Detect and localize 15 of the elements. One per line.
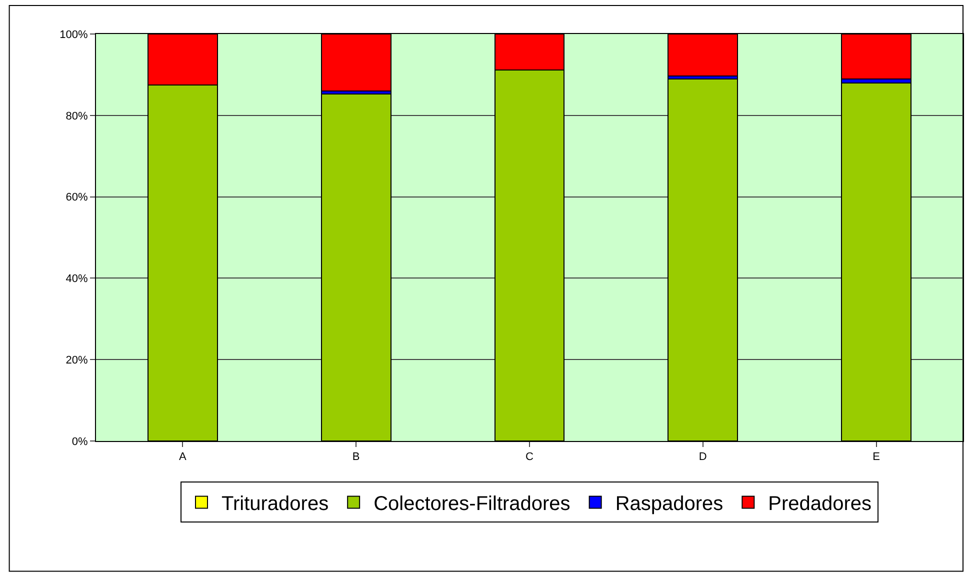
y-tick-label: 80% bbox=[66, 110, 88, 122]
legend-label: Predadores bbox=[768, 493, 872, 515]
y-tick-label: 40% bbox=[66, 273, 88, 286]
x-tick-label: A bbox=[179, 451, 188, 464]
legend-label: Colectores-Filtradores bbox=[374, 493, 570, 515]
x-tick-label: C bbox=[526, 451, 534, 464]
legend-label: Raspadores bbox=[615, 493, 724, 515]
x-tick-label: E bbox=[872, 451, 880, 464]
y-tick-label: 100% bbox=[60, 28, 88, 41]
y-tick-label: 20% bbox=[66, 354, 88, 366]
y-tick-label: 60% bbox=[66, 192, 88, 204]
y-tick-label: 0% bbox=[72, 436, 88, 448]
x-tick-label: B bbox=[352, 451, 360, 464]
legend-label: Trituradores bbox=[222, 493, 329, 515]
x-tick-label: D bbox=[698, 451, 707, 464]
